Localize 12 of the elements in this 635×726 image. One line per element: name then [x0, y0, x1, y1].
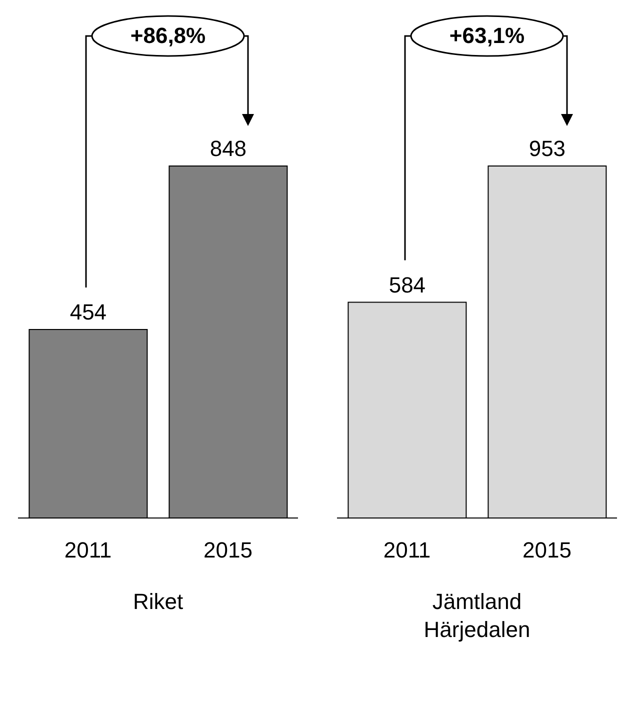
- data-label: 454: [70, 300, 107, 325]
- data-label: 953: [528, 136, 566, 161]
- text: +63,1%: [449, 23, 525, 48]
- text: +86,8%: [130, 23, 206, 48]
- x-tick-label: 2015: [204, 538, 252, 563]
- x-tick-label: 2011: [383, 538, 431, 563]
- x-axis-title: Riket: [132, 588, 184, 616]
- x-axis-title: Jämtland Härjedalen: [422, 588, 532, 644]
- x-tick-label: 2015: [522, 538, 572, 563]
- data-label: 584: [388, 272, 426, 298]
- x-tick-label: 2011: [64, 538, 112, 563]
- data-label: 848: [210, 136, 247, 161]
